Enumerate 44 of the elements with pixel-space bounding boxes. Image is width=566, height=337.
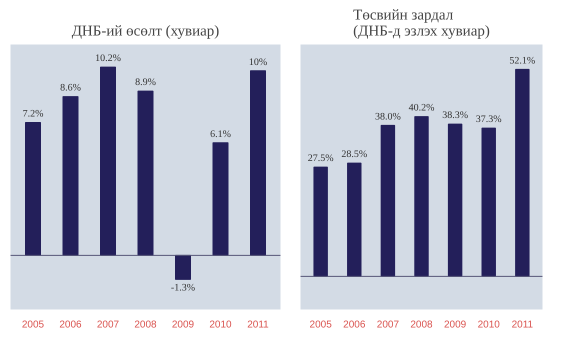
data-label: 38.0% bbox=[374, 111, 401, 122]
x-tick-label: 2005 bbox=[22, 320, 45, 330]
x-tick-label: 2007 bbox=[96, 320, 120, 330]
bar bbox=[62, 96, 78, 256]
bar bbox=[482, 128, 496, 277]
x-tick-label: 2009 bbox=[444, 320, 467, 330]
x-tick-label: 2006 bbox=[343, 320, 366, 330]
x-tick-label: 2008 bbox=[134, 320, 158, 330]
data-label: 8.6% bbox=[60, 82, 81, 94]
data-label: 10.2% bbox=[95, 53, 121, 64]
data-label: 28.5% bbox=[341, 149, 368, 160]
data-label: 6.1% bbox=[210, 128, 231, 140]
bar bbox=[212, 142, 228, 256]
chart-title: ДНБ-ий өсөлт (хувиар) bbox=[72, 24, 220, 40]
data-label: 40.2% bbox=[408, 102, 434, 114]
x-tick-label: 2005 bbox=[310, 320, 332, 330]
bar bbox=[175, 254, 191, 280]
data-label: 52.1% bbox=[509, 55, 536, 66]
data-label: 7.2% bbox=[22, 108, 44, 120]
x-tick-label: 2011 bbox=[512, 320, 534, 330]
data-label: -1.3% bbox=[170, 282, 196, 294]
bar bbox=[100, 66, 116, 256]
bar bbox=[138, 90, 154, 256]
bar bbox=[347, 162, 362, 277]
x-tick-label: 2011 bbox=[247, 320, 270, 330]
bar bbox=[25, 122, 41, 256]
data-label: 8.9% bbox=[135, 77, 156, 88]
x-tick-label: 2010 bbox=[478, 320, 500, 330]
x-tick-label: 2006 bbox=[59, 320, 82, 330]
chart-title: Төсвийн зардал (ДНБ-д эзлэх хувиар) bbox=[353, 8, 490, 40]
bar bbox=[414, 116, 429, 277]
bar bbox=[313, 166, 328, 277]
bar bbox=[515, 68, 530, 277]
data-label: 37.3% bbox=[476, 114, 502, 126]
bar bbox=[250, 70, 266, 256]
bar bbox=[448, 124, 462, 277]
data-label: 27.5% bbox=[308, 153, 334, 164]
x-tick-label: 2007 bbox=[376, 320, 400, 330]
x-tick-label: 2008 bbox=[410, 320, 434, 330]
x-tick-label: 2010 bbox=[209, 320, 232, 330]
data-label: 38.3% bbox=[442, 110, 468, 122]
bar bbox=[380, 124, 396, 277]
x-tick-label: 2009 bbox=[172, 320, 195, 330]
data-label: 10% bbox=[248, 56, 268, 68]
